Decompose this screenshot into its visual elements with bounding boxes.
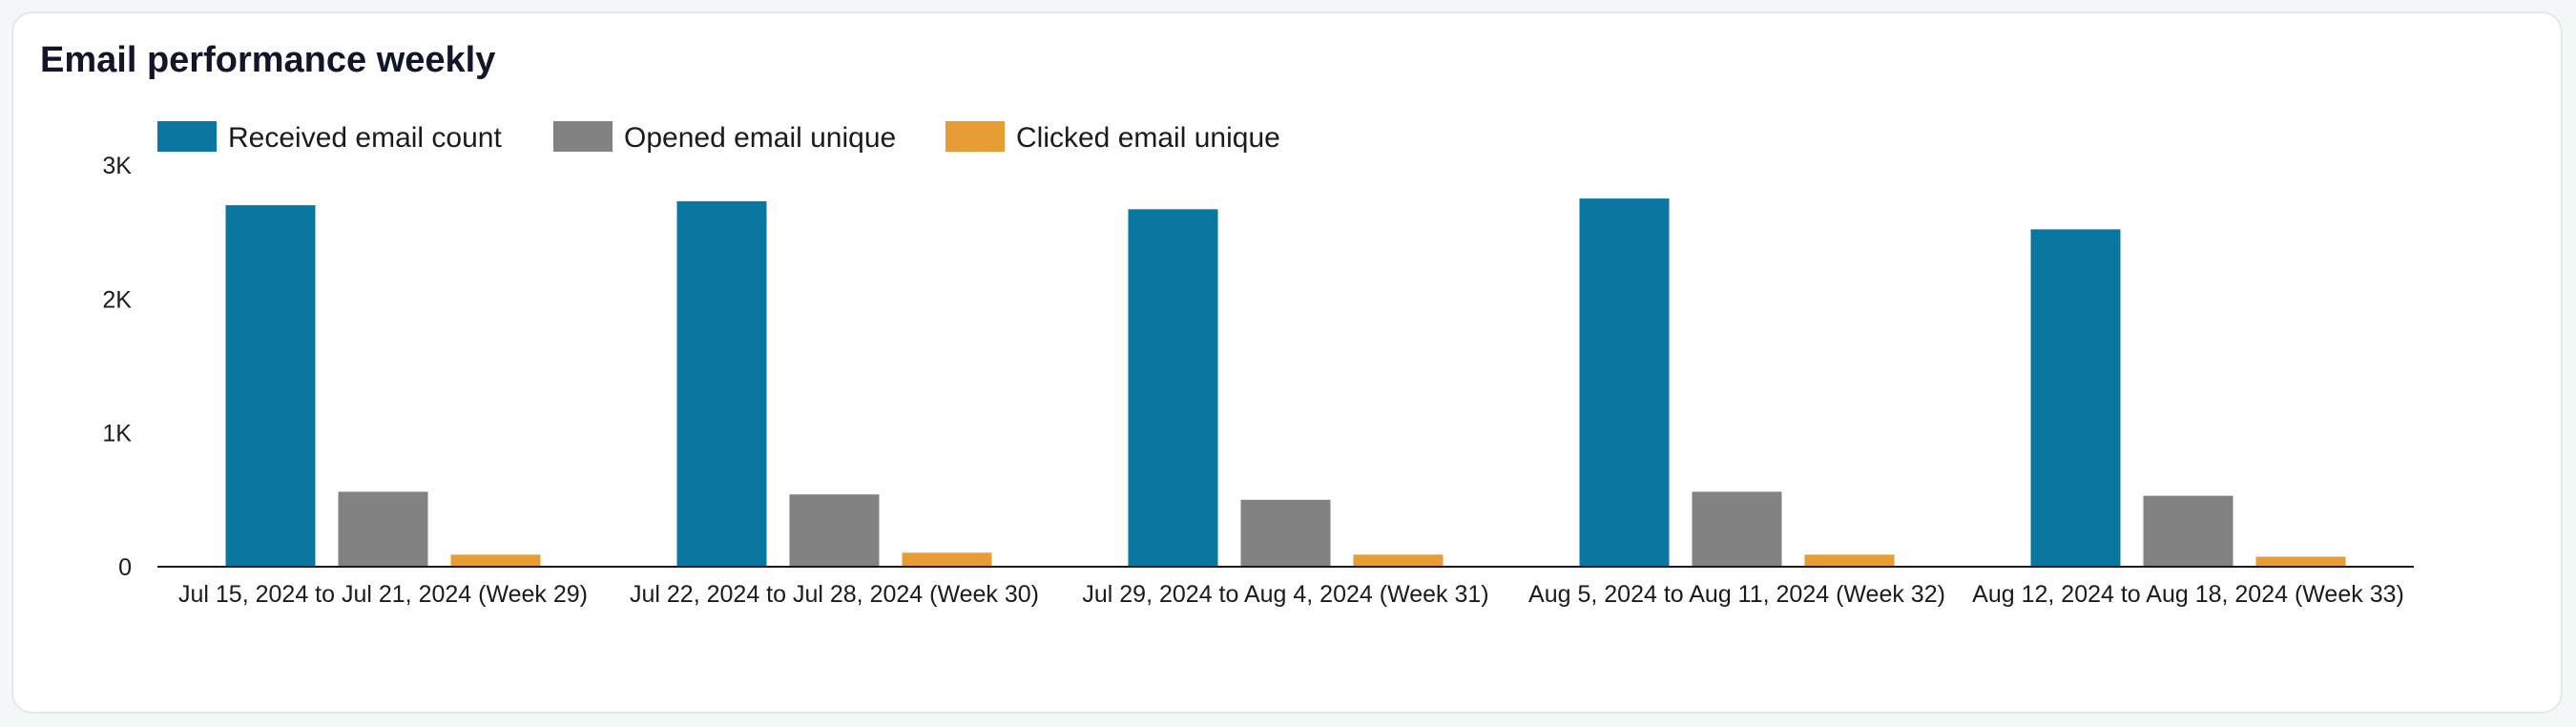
- bar-opened-email-unique-week-1[interactable]: [338, 491, 428, 567]
- x-tick-label: Aug 12, 2024 to Aug 18, 2024 (Week 33): [1972, 581, 2404, 608]
- bar-received-email-count-week-2[interactable]: [676, 200, 767, 567]
- y-tick-label: 1K: [102, 421, 132, 447]
- chart-legend: Received email count Opened email unique C…: [157, 121, 1280, 154]
- legend-label-2: Opened email unique: [624, 122, 896, 154]
- chart-card: Email performance weekly: [11, 11, 2563, 714]
- legend-swatch-2: [553, 121, 613, 152]
- legend-swatch-1: [157, 121, 217, 152]
- bar-received-email-count-week-1[interactable]: [225, 205, 316, 567]
- y-tick-label: 0: [118, 554, 132, 581]
- bar-clicked-email-unique-week-1[interactable]: [450, 554, 541, 567]
- bar-received-email-count-week-4[interactable]: [1579, 198, 1670, 568]
- x-axis: Jul 15, 2024 to Jul 21, 2024 (Week 29) Ju…: [157, 566, 2414, 608]
- bar-clicked-email-unique-week-3[interactable]: [1353, 554, 1444, 567]
- bar-clicked-email-unique-week-5[interactable]: [2255, 556, 2346, 567]
- bar-received-email-count-week-5[interactable]: [2030, 229, 2121, 568]
- x-tick-label: Jul 15, 2024 to Jul 21, 2024 (Week 29): [178, 581, 588, 608]
- bar-clicked-email-unique-week-2[interactable]: [902, 552, 992, 567]
- y-axis: 0 1K 2K 3K: [102, 153, 132, 581]
- bar-received-email-count-week-3[interactable]: [1128, 209, 1218, 567]
- x-tick-label: Aug 5, 2024 to Aug 11, 2024 (Week 32): [1528, 581, 1945, 608]
- y-tick-label: 2K: [102, 286, 132, 313]
- bar-clicked-email-unique-week-4[interactable]: [1804, 554, 1895, 567]
- y-tick-label: 3K: [102, 153, 132, 179]
- chart-title: Email performance weekly: [40, 40, 496, 80]
- bar-opened-email-unique-week-5[interactable]: [2143, 495, 2233, 567]
- bar-opened-email-unique-week-3[interactable]: [1240, 499, 1331, 567]
- bar-opened-email-unique-week-2[interactable]: [789, 494, 880, 567]
- legend-label-1: Received email count: [228, 122, 502, 154]
- x-tick-label: Jul 22, 2024 to Jul 28, 2024 (Week 30): [630, 581, 1039, 608]
- legend-label-3: Clicked email unique: [1016, 122, 1280, 154]
- bar-opened-email-unique-week-4[interactable]: [1692, 491, 1782, 567]
- bars: [225, 198, 2346, 568]
- legend-swatch-3: [945, 121, 1005, 152]
- x-tick-label: Jul 29, 2024 to Aug 4, 2024 (Week 31): [1082, 581, 1488, 608]
